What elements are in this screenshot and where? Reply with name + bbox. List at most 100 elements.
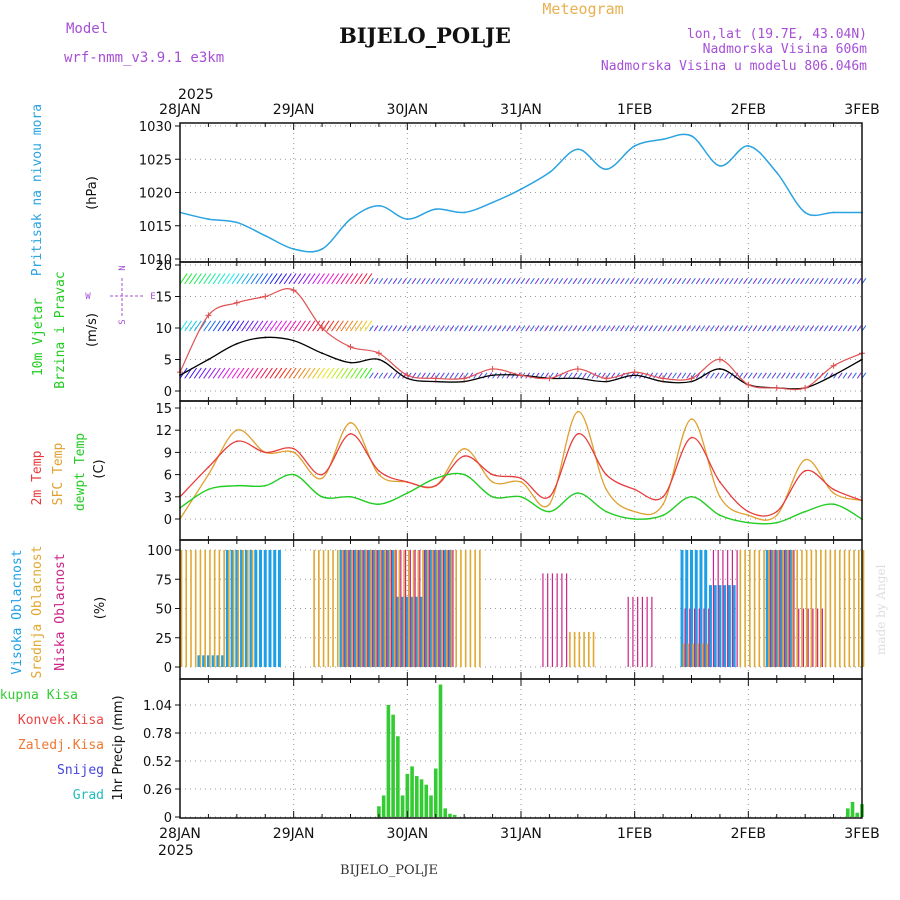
wind-barb [643, 325, 649, 332]
wind-barb [800, 278, 805, 285]
pressure-line-point [491, 201, 494, 204]
wind-barb [847, 372, 853, 379]
t2m-line-point [719, 481, 721, 483]
time-label-top: 1FEB [617, 102, 652, 118]
wind-barb [714, 372, 720, 379]
wind-barb [435, 278, 441, 285]
wind-barb [667, 372, 673, 379]
wind-barb [411, 278, 417, 285]
pressure-line-point [321, 248, 323, 250]
pressure-line-point [264, 234, 267, 237]
wind-barb [321, 273, 330, 285]
wind-barb [686, 325, 692, 332]
pressure-line-point [605, 168, 608, 171]
wind-barb [241, 273, 250, 285]
temp-label-1: 2m Temp [30, 450, 45, 505]
wind-barb [345, 273, 354, 285]
wind-barb [283, 320, 292, 332]
wind-barb [676, 278, 682, 285]
wind-barb [662, 372, 668, 379]
wind-barb [245, 367, 254, 379]
sfc-temp-line-point [804, 458, 807, 461]
wind-barb [236, 320, 245, 332]
wind-barb [274, 320, 283, 332]
wind-barb [710, 325, 715, 332]
wind-barb [189, 273, 198, 285]
wind-barb [297, 367, 306, 379]
wind-barb [705, 278, 710, 285]
wind-barb [421, 325, 426, 332]
wind-barb [852, 372, 857, 379]
gust-marker [660, 375, 667, 382]
y-tick-label: 15 [155, 291, 172, 306]
wind-barb [326, 367, 335, 379]
wind-barb [572, 278, 578, 285]
precip-legend-snow: Snijeg [57, 763, 104, 778]
wind-barb [591, 372, 597, 379]
wind-barb [459, 372, 464, 379]
wind-barb [710, 278, 715, 285]
wind-barb [241, 320, 250, 332]
wind-barb [369, 372, 374, 379]
wind-barb [203, 320, 212, 332]
pressure-line-point [406, 218, 409, 221]
precip-bar [850, 801, 855, 817]
wind-barb [672, 372, 677, 379]
wind-barb [747, 278, 753, 285]
wind-barb [316, 367, 325, 379]
wind-barb [596, 372, 602, 379]
wind-barb [463, 278, 469, 285]
wind-barb [335, 367, 344, 379]
wind-barb [549, 372, 554, 379]
wind-barb [212, 273, 221, 285]
wind-barb [250, 367, 259, 379]
wind-barb [421, 278, 426, 285]
wind-barb [615, 278, 620, 285]
compass-s: S [118, 319, 128, 324]
wind-barb [435, 372, 441, 379]
wind-barb [752, 325, 758, 332]
wind-barb [757, 372, 763, 379]
wind-barb [762, 325, 767, 332]
wind-barb [193, 367, 202, 379]
wind-barb [264, 367, 273, 379]
wind-barb [601, 325, 606, 332]
wind-barb [354, 367, 363, 379]
wind-barb [714, 278, 720, 285]
wind-barb [383, 278, 388, 285]
precip-bar [855, 812, 860, 817]
wind-barb [724, 278, 729, 285]
dewpoint-line-point [548, 510, 551, 513]
wind-barb [757, 278, 763, 285]
y-tick-label: 15 [155, 402, 172, 417]
wind-barb [837, 372, 843, 379]
wind-barb [487, 325, 493, 332]
time-axis-top: 28JAN 29JAN 30JAN 31JAN 1FEB 2FEB 3FEB [159, 102, 880, 118]
wind-barb [766, 325, 772, 332]
wind-barb [804, 372, 810, 379]
dewpoint-line-point [321, 495, 323, 498]
wind-speed-line-point [235, 342, 238, 345]
wind-barb [567, 325, 573, 332]
wind-barb [316, 273, 325, 285]
wind-barb [364, 273, 373, 285]
wind-barb [814, 278, 819, 285]
wind-barb [184, 320, 193, 332]
gust-marker [802, 384, 809, 391]
sfc-temp-line-point [633, 510, 636, 513]
gust-marker [233, 299, 240, 306]
temp-unit: (C) [92, 459, 107, 478]
wind-barb [572, 325, 578, 332]
wind-barb [345, 367, 354, 379]
wind-barb [440, 325, 445, 332]
wind-barb [312, 273, 321, 285]
wind-speed-line-point [349, 361, 352, 364]
wind-barb [634, 278, 639, 285]
wind-barb [752, 278, 758, 285]
wind-barb [823, 278, 829, 285]
wind-barb [231, 320, 240, 332]
wind-barb [444, 278, 450, 285]
dewpoint-line-point [690, 495, 693, 498]
watermark: made by Angel [874, 564, 888, 655]
pressure-line-point [719, 165, 721, 167]
